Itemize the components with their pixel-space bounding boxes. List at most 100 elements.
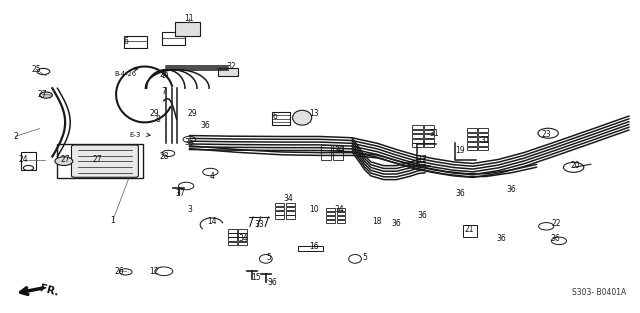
- Bar: [326, 208, 335, 211]
- Text: 33: 33: [255, 220, 264, 229]
- Bar: [424, 134, 434, 138]
- Bar: [337, 208, 346, 211]
- Bar: [218, 68, 239, 76]
- Text: 36: 36: [455, 189, 465, 198]
- Text: 23: 23: [541, 130, 551, 139]
- Bar: [162, 33, 185, 45]
- Text: 27: 27: [38, 90, 47, 99]
- Text: 18: 18: [372, 217, 382, 226]
- Bar: [321, 150, 332, 155]
- Text: 24: 24: [19, 155, 29, 164]
- Text: 36: 36: [417, 211, 427, 220]
- Bar: [238, 238, 246, 241]
- Bar: [275, 203, 284, 207]
- Bar: [424, 125, 434, 129]
- Text: 5: 5: [267, 253, 271, 262]
- FancyBboxPatch shape: [72, 145, 138, 177]
- Bar: [424, 130, 434, 133]
- Text: 37: 37: [175, 189, 185, 198]
- Text: 21: 21: [465, 225, 474, 234]
- Text: 1: 1: [111, 216, 115, 225]
- Bar: [337, 212, 346, 215]
- Text: 4: 4: [209, 172, 214, 181]
- Text: 27: 27: [92, 155, 102, 164]
- Text: 36: 36: [200, 121, 210, 130]
- Bar: [275, 207, 284, 210]
- Text: 30: 30: [334, 146, 344, 155]
- Text: 13: 13: [309, 109, 319, 118]
- Bar: [228, 229, 237, 233]
- Bar: [298, 246, 323, 251]
- Text: 7: 7: [161, 87, 166, 96]
- Bar: [321, 155, 332, 160]
- Bar: [124, 35, 147, 48]
- Text: 2: 2: [13, 132, 18, 141]
- Bar: [326, 220, 335, 223]
- Text: 34: 34: [284, 194, 293, 203]
- Text: 28: 28: [159, 152, 168, 161]
- Text: 29: 29: [150, 109, 159, 118]
- Bar: [478, 142, 488, 146]
- Text: 8: 8: [155, 115, 160, 124]
- Bar: [337, 220, 346, 223]
- Bar: [412, 134, 422, 138]
- Text: 6: 6: [124, 37, 128, 46]
- Bar: [333, 145, 343, 150]
- Bar: [478, 128, 488, 132]
- Circle shape: [40, 92, 52, 98]
- Text: 15: 15: [252, 273, 261, 282]
- Bar: [58, 144, 143, 178]
- Bar: [467, 133, 477, 136]
- Bar: [175, 22, 200, 35]
- Bar: [238, 242, 246, 245]
- Text: 25: 25: [31, 65, 41, 74]
- Bar: [238, 229, 246, 233]
- Text: 31: 31: [430, 129, 440, 138]
- Text: 34: 34: [239, 234, 248, 243]
- Bar: [337, 216, 346, 219]
- Bar: [228, 238, 237, 241]
- Text: 17: 17: [417, 155, 427, 164]
- Bar: [285, 203, 294, 207]
- Bar: [478, 137, 488, 141]
- Text: 9: 9: [161, 71, 166, 80]
- Text: 10: 10: [309, 205, 319, 214]
- Bar: [285, 215, 294, 218]
- Bar: [228, 242, 237, 245]
- Text: 5: 5: [362, 253, 367, 262]
- Text: 26: 26: [159, 70, 169, 79]
- Text: 6: 6: [273, 112, 278, 121]
- Bar: [20, 152, 36, 170]
- Bar: [424, 139, 434, 142]
- Bar: [412, 125, 422, 129]
- Text: 36: 36: [392, 219, 401, 228]
- Text: 36: 36: [268, 278, 277, 287]
- Bar: [467, 146, 477, 150]
- Text: 19: 19: [456, 146, 465, 155]
- Ellipse shape: [292, 110, 312, 125]
- Text: 3: 3: [187, 205, 192, 214]
- Bar: [467, 128, 477, 132]
- Text: 20: 20: [570, 161, 580, 170]
- Text: 31: 31: [481, 136, 490, 146]
- Text: 27: 27: [60, 155, 70, 164]
- Text: 22: 22: [551, 219, 561, 228]
- Bar: [463, 225, 477, 237]
- Text: 36: 36: [506, 185, 516, 193]
- Bar: [412, 130, 422, 133]
- Bar: [467, 137, 477, 141]
- Text: 34: 34: [334, 205, 344, 214]
- Circle shape: [55, 157, 73, 166]
- Text: 35: 35: [184, 138, 195, 147]
- Text: B-4-26: B-4-26: [115, 71, 137, 77]
- Bar: [285, 211, 294, 214]
- Bar: [326, 212, 335, 215]
- Text: 36: 36: [497, 234, 506, 243]
- Bar: [275, 211, 284, 214]
- Bar: [412, 143, 422, 147]
- Text: 16: 16: [309, 242, 319, 251]
- Text: 26: 26: [115, 267, 124, 276]
- Text: 14: 14: [207, 217, 216, 226]
- Bar: [333, 155, 343, 160]
- Text: S303- B0401A: S303- B0401A: [572, 288, 626, 297]
